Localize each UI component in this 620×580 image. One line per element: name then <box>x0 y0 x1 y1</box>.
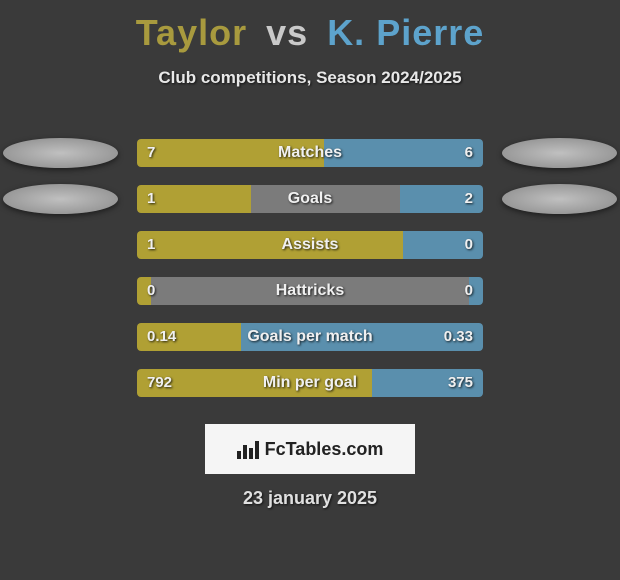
stat-row: Goals per match0.140.33 <box>0 314 620 360</box>
player2-name: K. Pierre <box>327 12 484 53</box>
bar-fill-left <box>137 231 403 259</box>
logo-box[interactable]: FcTables.com <box>205 424 415 474</box>
stat-value-right: 0 <box>465 231 473 259</box>
stat-value-right: 6 <box>465 139 473 167</box>
bar-fill-right <box>324 139 483 167</box>
player2-badge <box>502 184 617 214</box>
stat-bar <box>137 369 483 397</box>
stat-value-left: 0 <box>147 277 155 305</box>
logo-text: FcTables.com <box>265 439 384 460</box>
bar-fill-mid <box>151 277 469 305</box>
stat-value-left: 0.14 <box>147 323 176 351</box>
bar-fill-left <box>137 139 324 167</box>
player2-badge <box>502 138 617 168</box>
stat-value-left: 1 <box>147 185 155 213</box>
stat-bar <box>137 231 483 259</box>
stat-value-right: 0 <box>465 277 473 305</box>
subtitle: Club competitions, Season 2024/2025 <box>0 68 620 88</box>
comparison-title: Taylor vs K. Pierre <box>0 0 620 54</box>
stats-container: Matches76Goals12Assists10Hattricks00Goal… <box>0 130 620 406</box>
date-label: 23 january 2025 <box>0 488 620 509</box>
stat-value-right: 375 <box>448 369 473 397</box>
stat-bar <box>137 185 483 213</box>
stat-bar <box>137 277 483 305</box>
stat-row: Assists10 <box>0 222 620 268</box>
bar-fill-left <box>137 369 372 397</box>
vs-label: vs <box>266 12 308 53</box>
stat-row: Goals12 <box>0 176 620 222</box>
stat-row: Hattricks00 <box>0 268 620 314</box>
player1-name: Taylor <box>136 12 247 53</box>
stat-row: Matches76 <box>0 130 620 176</box>
stat-value-left: 1 <box>147 231 155 259</box>
stat-value-right: 0.33 <box>444 323 473 351</box>
stat-bar <box>137 139 483 167</box>
player1-badge <box>3 138 118 168</box>
stat-value-left: 7 <box>147 139 155 167</box>
chart-icon <box>237 439 259 459</box>
bar-fill-mid <box>251 185 400 213</box>
player1-badge <box>3 184 118 214</box>
stat-bar <box>137 323 483 351</box>
stat-row: Min per goal792375 <box>0 360 620 406</box>
stat-value-left: 792 <box>147 369 172 397</box>
stat-value-right: 2 <box>465 185 473 213</box>
